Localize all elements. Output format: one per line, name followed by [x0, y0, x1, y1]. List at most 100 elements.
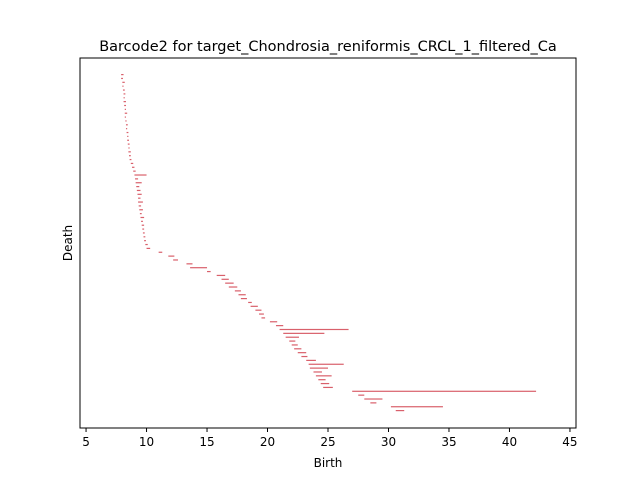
barcode-bar	[279, 328, 349, 331]
barcode-bar	[122, 85, 124, 87]
barcode-bar	[234, 290, 241, 292]
barcode-bar	[143, 236, 146, 238]
barcode-bar	[138, 201, 143, 203]
barcode-bar	[173, 259, 178, 261]
barcode-bar	[395, 410, 405, 412]
barcode-bar	[136, 189, 141, 192]
barcode-bar	[125, 128, 128, 130]
barcode-bar	[294, 348, 302, 350]
barcode-bar	[142, 232, 145, 234]
barcode-bar	[145, 243, 148, 246]
barcode-bar	[259, 313, 264, 315]
barcode-bar	[122, 81, 125, 83]
x-axis-ticks: 5 10 15 20 25 30 35 40 45	[82, 428, 578, 449]
barcode-bar	[123, 93, 126, 95]
x-tick-label: 35	[441, 435, 456, 449]
barcode-bar	[308, 363, 344, 365]
barcode-bar	[133, 170, 136, 172]
x-tick-label: 20	[260, 435, 275, 449]
barcode-bar	[309, 367, 328, 369]
barcode-bar	[301, 355, 308, 358]
barcode-bar	[390, 406, 443, 408]
barcode-bar	[126, 131, 129, 134]
barcode-bar	[124, 116, 126, 118]
x-tick-label: 25	[320, 435, 335, 449]
barcode-bar	[352, 390, 537, 392]
barcode-bar	[140, 216, 145, 219]
barcode-bar	[225, 282, 234, 284]
chart-title: Barcode2 for target_Chondrosia_reniformi…	[99, 39, 557, 55]
barcode-bar	[315, 375, 332, 377]
barcode-bar	[158, 251, 163, 253]
barcode-bar	[216, 274, 226, 277]
barcode-bar	[248, 301, 252, 304]
barcode-bar	[285, 336, 299, 338]
barcode-bar	[275, 325, 284, 327]
barcode-bar	[186, 263, 193, 265]
barcode-bar	[135, 178, 139, 180]
barcode-bar	[358, 394, 365, 396]
barcode-bar	[255, 309, 262, 311]
barcode-bar	[207, 270, 211, 273]
barcode-bar	[240, 298, 247, 300]
x-tick-label: 30	[381, 435, 396, 449]
barcode-bar	[221, 278, 229, 280]
y-axis-label: Death	[61, 225, 75, 261]
barcode-bar	[123, 97, 125, 99]
barcode-bar	[323, 386, 333, 389]
barcode-bar	[137, 193, 142, 195]
barcode-bar	[313, 371, 322, 373]
barcode-bar	[146, 247, 151, 249]
barcode-bar	[318, 379, 326, 381]
barcode-bar	[129, 158, 132, 161]
barcode-bar	[123, 101, 126, 103]
plot-frame	[79, 57, 577, 429]
barcode-bar	[142, 228, 145, 230]
barcode-bar	[139, 213, 142, 215]
barcode-bar	[130, 162, 134, 165]
barcode-bar	[128, 147, 130, 149]
barcode-bar	[320, 382, 330, 385]
barcode-bar	[139, 209, 143, 211]
barcode-bar	[136, 186, 140, 188]
barcode-bar	[124, 112, 128, 114]
x-tick-label: 5	[82, 435, 90, 449]
barcode-bar	[250, 305, 258, 307]
barcode-bar	[127, 143, 130, 145]
barcode-bar	[141, 220, 143, 222]
barcode-bar	[297, 352, 307, 354]
barcode-bar	[132, 166, 135, 168]
barcode-bar	[128, 155, 131, 157]
barcode-bar	[306, 359, 316, 361]
barcode-bar	[128, 151, 131, 153]
barcode-bar	[124, 104, 126, 107]
barcode-bar	[144, 240, 146, 242]
barcode-bar	[370, 402, 377, 404]
x-tick-label: 40	[502, 435, 517, 449]
x-axis-label: Birth	[314, 456, 343, 470]
x-tick-label: 10	[139, 435, 154, 449]
barcode-bar	[269, 321, 278, 323]
barcode-bar	[125, 124, 128, 126]
barcode-bar	[135, 182, 142, 184]
barcode-bar	[283, 332, 325, 334]
barcode-bar	[127, 139, 129, 141]
barcode-bar	[291, 344, 298, 346]
x-tick-label: 45	[562, 435, 577, 449]
barcode-bar	[364, 398, 383, 400]
barcode-bar	[122, 89, 125, 91]
barcode-bar	[134, 174, 147, 176]
barcode-bar	[289, 340, 296, 342]
barcode-bar	[261, 317, 266, 319]
barcode-bar	[121, 74, 124, 76]
bars-layer	[121, 74, 537, 412]
barcode-bar	[238, 294, 246, 296]
barcode-bar	[141, 224, 145, 226]
barcode-bar	[228, 286, 238, 288]
barcode-bar	[121, 77, 123, 80]
barcode-bar	[190, 267, 208, 269]
barcode-bar	[138, 197, 141, 199]
barcode-bar	[124, 108, 126, 110]
barcode-bar	[127, 135, 129, 137]
